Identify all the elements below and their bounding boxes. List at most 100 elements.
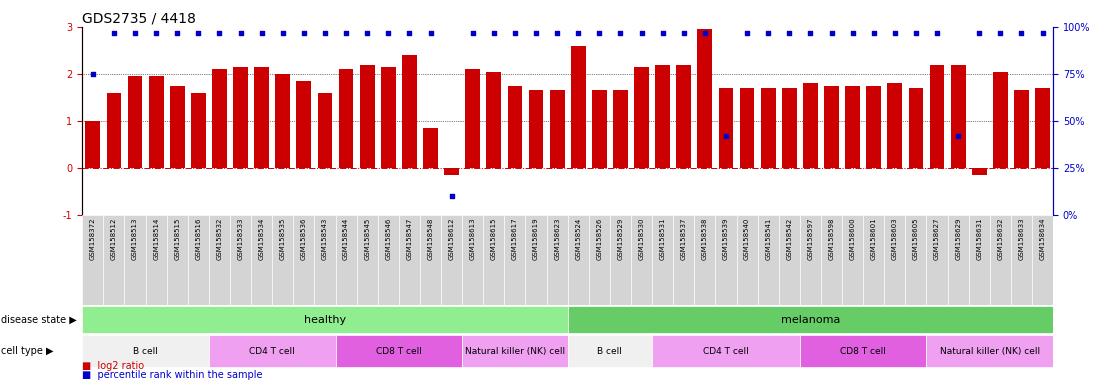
Bar (634, 67, 649, 168)
Text: GSM158515: GSM158515 (174, 218, 180, 260)
Text: GSM158623: GSM158623 (554, 218, 561, 260)
Bar (486, 71, 501, 168)
Bar (694, 215, 715, 305)
Point (400, 30, 418, 36)
Text: GSM158514: GSM158514 (154, 218, 159, 260)
Bar (296, 81, 312, 168)
Text: GSM158539: GSM158539 (723, 218, 730, 260)
Point (823, 30, 840, 36)
Bar (779, 215, 800, 305)
Point (864, 30, 882, 36)
Bar (761, 88, 776, 168)
Point (569, 30, 587, 36)
Point (992, 30, 1009, 36)
Bar (570, 46, 586, 168)
Bar (652, 215, 674, 305)
Text: GSM158543: GSM158543 (323, 218, 328, 260)
Text: GSM158529: GSM158529 (618, 218, 623, 260)
Point (675, 30, 692, 36)
Bar (444, 168, 459, 175)
Bar (441, 215, 462, 305)
Text: GSM158531: GSM158531 (659, 218, 666, 260)
Bar (863, 215, 884, 305)
Bar (167, 215, 188, 305)
Point (802, 30, 819, 36)
Text: cell type ▶: cell type ▶ (1, 346, 54, 356)
Text: GSM158548: GSM158548 (428, 218, 433, 260)
Text: CD8 T cell: CD8 T cell (376, 347, 421, 356)
Bar (568, 215, 589, 305)
Bar (1011, 215, 1032, 305)
Text: GSM158613: GSM158613 (470, 218, 476, 260)
Bar (1036, 88, 1050, 168)
Bar (381, 67, 396, 168)
Text: melanoma: melanoma (781, 314, 840, 325)
Bar (631, 215, 652, 305)
Point (337, 30, 354, 36)
Bar (800, 336, 927, 367)
Bar (420, 215, 441, 305)
Bar (715, 215, 736, 305)
Text: GSM158605: GSM158605 (913, 218, 919, 260)
Point (274, 30, 292, 36)
Bar (803, 83, 817, 168)
Bar (336, 215, 357, 305)
Point (781, 30, 799, 36)
Point (231, 30, 249, 36)
Bar (339, 69, 353, 168)
Text: GSM158627: GSM158627 (934, 218, 940, 260)
Bar (377, 215, 399, 305)
Bar (357, 215, 377, 305)
Bar (610, 215, 631, 305)
Bar (255, 67, 269, 168)
Text: GSM158541: GSM158541 (766, 218, 771, 260)
Bar (529, 90, 543, 168)
Point (590, 30, 608, 36)
Bar (191, 93, 206, 168)
Point (738, 30, 756, 36)
Point (697, 30, 714, 36)
Bar (208, 336, 336, 367)
Bar (821, 215, 842, 305)
Point (759, 30, 777, 36)
Bar (719, 88, 734, 168)
Point (105, 30, 123, 36)
Bar (399, 215, 420, 305)
Point (928, 30, 946, 36)
Bar (234, 67, 248, 168)
Point (633, 30, 651, 36)
Bar (275, 74, 291, 168)
Point (316, 30, 333, 36)
Text: GSM158512: GSM158512 (111, 218, 117, 260)
Point (169, 30, 186, 36)
Bar (782, 88, 796, 168)
Bar (124, 215, 146, 305)
Bar (884, 215, 905, 305)
Bar (82, 215, 103, 305)
Bar (867, 86, 881, 168)
Bar (525, 215, 546, 305)
Bar (1032, 215, 1053, 305)
Text: GSM158632: GSM158632 (997, 218, 1004, 260)
Text: GSM158631: GSM158631 (976, 218, 982, 260)
Text: GSM158612: GSM158612 (449, 218, 454, 260)
Bar (592, 90, 607, 168)
Point (421, 30, 439, 36)
Text: B cell: B cell (598, 347, 622, 356)
Point (84, 71, 102, 77)
Text: GSM158526: GSM158526 (597, 218, 602, 260)
Bar (908, 88, 924, 168)
Bar (989, 215, 1011, 305)
Text: Natural killer (NK) cell: Natural killer (NK) cell (465, 347, 565, 356)
Bar (969, 215, 989, 305)
Text: GSM158535: GSM158535 (280, 218, 286, 260)
Point (506, 30, 523, 36)
Bar (800, 215, 821, 305)
Bar (845, 86, 860, 168)
Bar (315, 215, 336, 305)
Point (464, 30, 482, 36)
Bar (170, 86, 184, 168)
Text: GSM158600: GSM158600 (849, 218, 856, 260)
Bar (423, 128, 438, 168)
Bar (655, 65, 670, 168)
